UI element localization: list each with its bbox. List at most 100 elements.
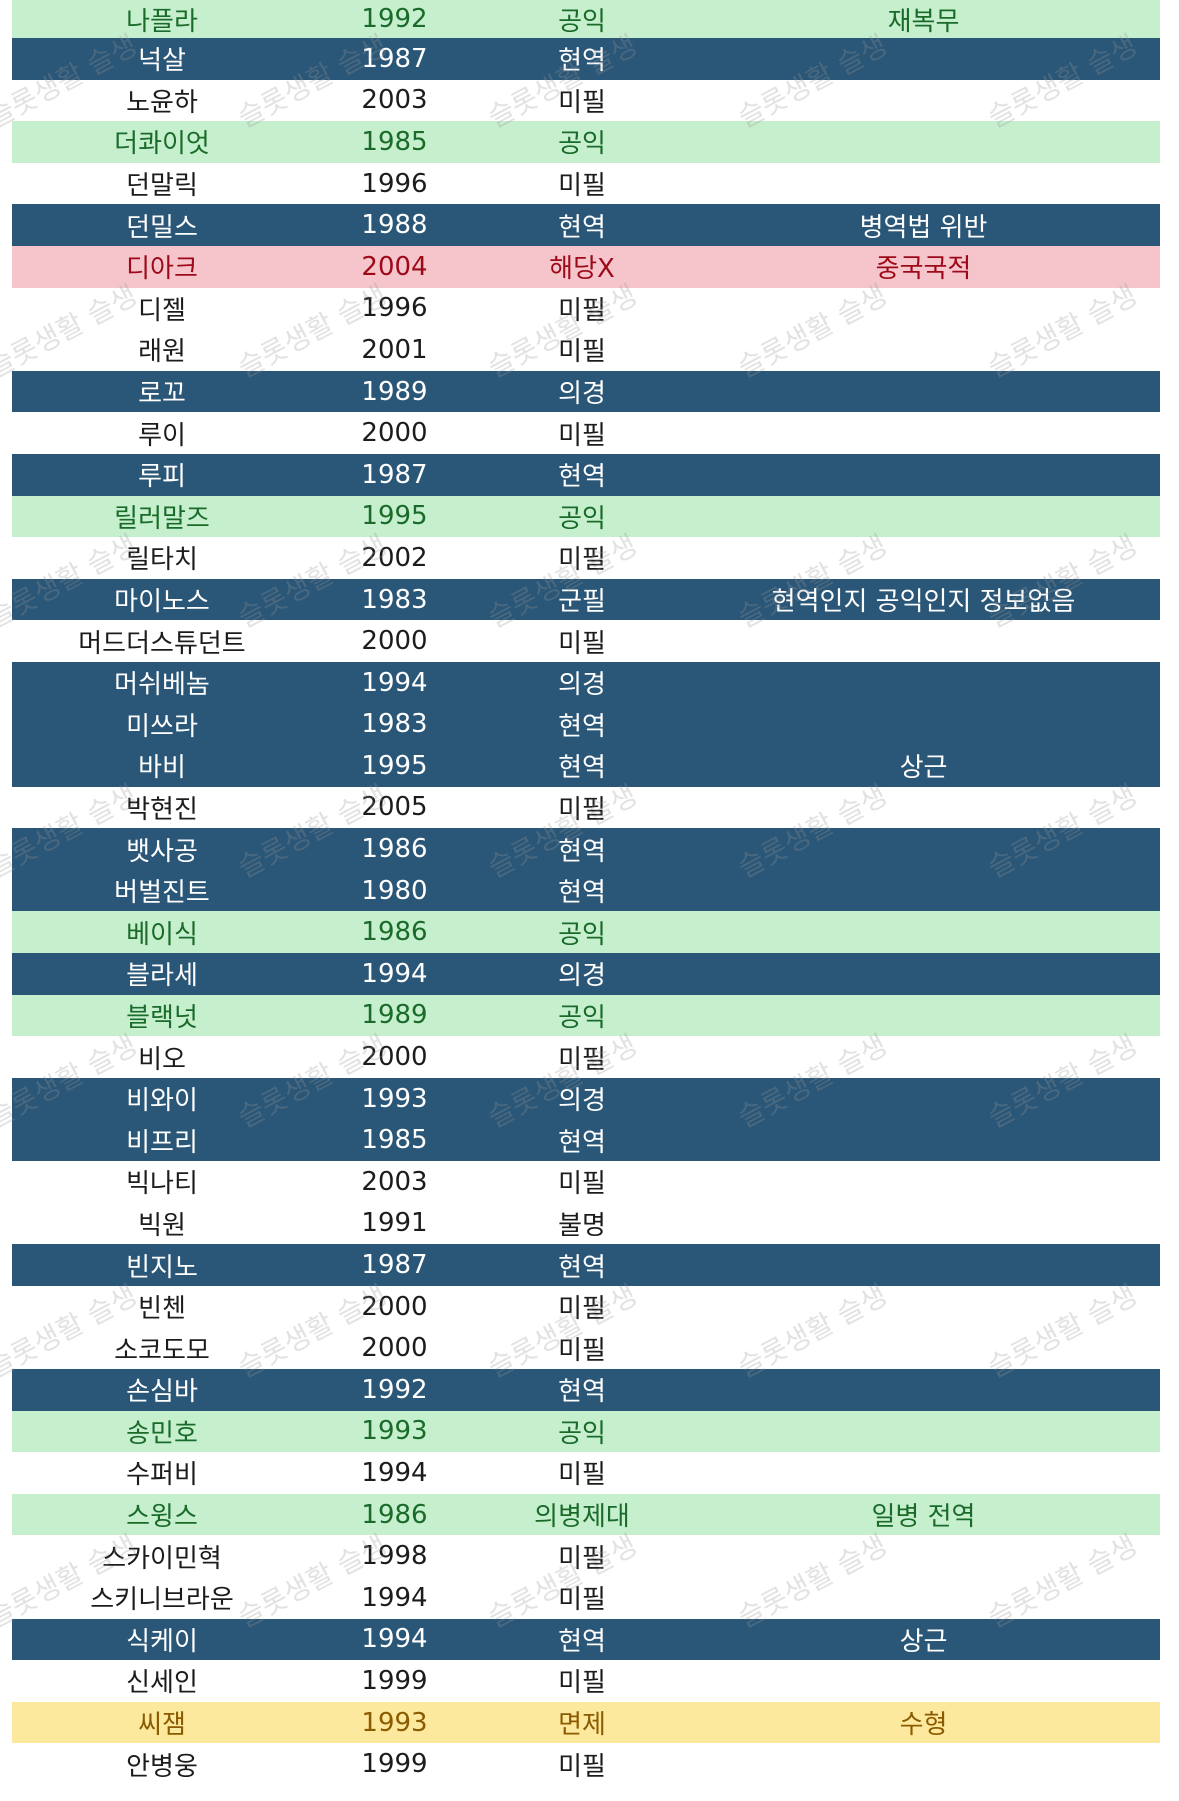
- year-cell: 2001: [361, 334, 428, 365]
- status-cell: 미필: [558, 1543, 606, 1574]
- name-cell: 뱃사공: [126, 836, 198, 867]
- table-row: 비와이 1993 의경: [12, 1077, 1160, 1120]
- name-cell: 넉살: [138, 46, 186, 77]
- status-cell: 미필: [558, 295, 606, 326]
- name-cell: 더콰이엇: [114, 129, 210, 160]
- name-cell: 릴타치: [126, 545, 198, 576]
- table-row: 수퍼비 1994 미필: [12, 1452, 1160, 1494]
- name-cell: 비와이: [126, 1086, 198, 1117]
- note-cell: 중국국적: [875, 254, 972, 285]
- name-cell: 송민호: [126, 1418, 198, 1449]
- status-cell: 미필: [558, 171, 606, 202]
- year-cell: 1999: [361, 1749, 428, 1780]
- table-row: 안병웅 1999 미필: [12, 1743, 1160, 1785]
- year-cell: 1996: [361, 168, 428, 199]
- status-cell: 미필: [558, 337, 606, 368]
- status-cell: 미필: [558, 545, 606, 576]
- table-row: 던밀스 1988 현역 병역법 위반: [12, 204, 1160, 246]
- year-cell: 2003: [361, 85, 428, 116]
- name-cell: 박현진: [126, 794, 198, 825]
- status-cell: 현역: [558, 212, 606, 243]
- name-cell: 소코도모: [114, 1335, 210, 1366]
- status-cell: 의경: [558, 1086, 606, 1117]
- name-cell: 블랙넛: [126, 1002, 198, 1033]
- year-cell: 1996: [361, 293, 428, 324]
- year-cell: 2000: [361, 626, 428, 657]
- table-row: 바비 1995 현역 상근: [12, 745, 1160, 787]
- year-cell: 2000: [361, 1042, 428, 1073]
- name-cell: 노윤하: [126, 87, 198, 118]
- name-cell: 스키니브라운: [90, 1585, 234, 1616]
- status-cell: 현역: [558, 1626, 606, 1657]
- year-cell: 1994: [361, 958, 428, 989]
- table-row: 빅원 1991 불명: [12, 1202, 1160, 1245]
- table-row: 소코도모 2000 미필: [12, 1327, 1160, 1369]
- year-cell: 1992: [361, 4, 428, 34]
- note-cell: 상근: [899, 1626, 948, 1657]
- status-cell: 의병제대: [534, 1502, 630, 1533]
- year-cell: 1994: [361, 667, 428, 698]
- table-row: 버벌진트 1980 현역: [12, 869, 1160, 912]
- year-cell: 2002: [361, 542, 428, 573]
- status-cell: 공익: [558, 6, 606, 37]
- status-cell: 현역: [558, 836, 606, 867]
- note-cell: 상근: [899, 753, 948, 784]
- table-row: 비오 2000 미필: [12, 1036, 1160, 1078]
- table-row: 박현진 2005 미필: [12, 786, 1160, 829]
- status-cell: 공익: [558, 129, 606, 160]
- note-cell: 일병 전역: [871, 1502, 976, 1533]
- table-row: 노윤하 2003 미필: [12, 79, 1160, 122]
- year-cell: 2005: [361, 792, 428, 823]
- table-row: 송민호 1993 공익: [12, 1410, 1160, 1453]
- table-row: 신세인 1999 미필: [12, 1660, 1160, 1702]
- year-cell: 1993: [361, 1083, 428, 1114]
- year-cell: 1999: [361, 1665, 428, 1696]
- status-cell: 현역: [558, 462, 606, 493]
- table-row: 빅나티 2003 미필: [12, 1161, 1160, 1203]
- table-row: 스키니브라운 1994 미필: [12, 1576, 1160, 1619]
- year-cell: 1995: [361, 501, 428, 532]
- status-cell: 미필: [558, 794, 606, 825]
- year-cell: 1986: [361, 1499, 428, 1530]
- year-cell: 1993: [361, 1416, 428, 1447]
- name-cell: 비프리: [126, 1127, 198, 1158]
- table-row: 블랙넛 1989 공익: [12, 994, 1160, 1037]
- table-row: 미쓰라 1983 현역: [12, 703, 1160, 746]
- status-cell: 미필: [558, 1668, 606, 1699]
- note-cell: 재복무: [887, 6, 960, 37]
- table-row: 루피 1987 현역: [12, 453, 1160, 496]
- name-cell: 루이: [138, 420, 186, 451]
- year-cell: 2004: [361, 251, 428, 282]
- year-cell: 2000: [361, 1291, 428, 1322]
- name-cell: 블라세: [126, 961, 198, 992]
- year-cell: 1983: [361, 584, 428, 615]
- name-cell: 미쓰라: [126, 711, 198, 742]
- year-cell: 1983: [361, 709, 428, 740]
- year-cell: 1986: [361, 917, 428, 948]
- name-cell: 로꼬: [138, 379, 186, 410]
- status-cell: 미필: [558, 1294, 606, 1325]
- name-cell: 손심바: [126, 1377, 198, 1408]
- year-cell: 1987: [361, 43, 428, 74]
- status-cell: 현역: [558, 753, 606, 784]
- status-cell: 현역: [558, 1377, 606, 1408]
- name-cell: 버벌진트: [114, 878, 210, 909]
- table-row: 릴타치 2002 미필: [12, 537, 1160, 579]
- table-row: 머쉬베놈 1994 의경: [12, 661, 1160, 704]
- year-cell: 2003: [361, 1166, 428, 1197]
- year-cell: 1985: [361, 1125, 428, 1156]
- name-cell: 안병웅: [126, 1751, 198, 1782]
- name-cell: 디아크: [126, 254, 198, 285]
- table-row: 나플라 1992 공익 재복무: [12, 0, 1160, 38]
- table-row: 로꼬 1989 의경: [12, 370, 1160, 413]
- table-row: 블라세 1994 의경: [12, 953, 1160, 995]
- name-cell: 스카이민혁: [102, 1543, 222, 1574]
- name-cell: 식케이: [126, 1626, 198, 1657]
- year-cell: 1989: [361, 1000, 428, 1031]
- table-row: 넉살 1987 현역: [12, 38, 1160, 80]
- table-row: 뱃사공 1986 현역: [12, 828, 1160, 870]
- name-cell: 던밀스: [126, 212, 198, 243]
- name-cell: 래원: [138, 337, 186, 368]
- status-cell: 의경: [558, 670, 606, 701]
- note-cell: 수형: [899, 1710, 948, 1741]
